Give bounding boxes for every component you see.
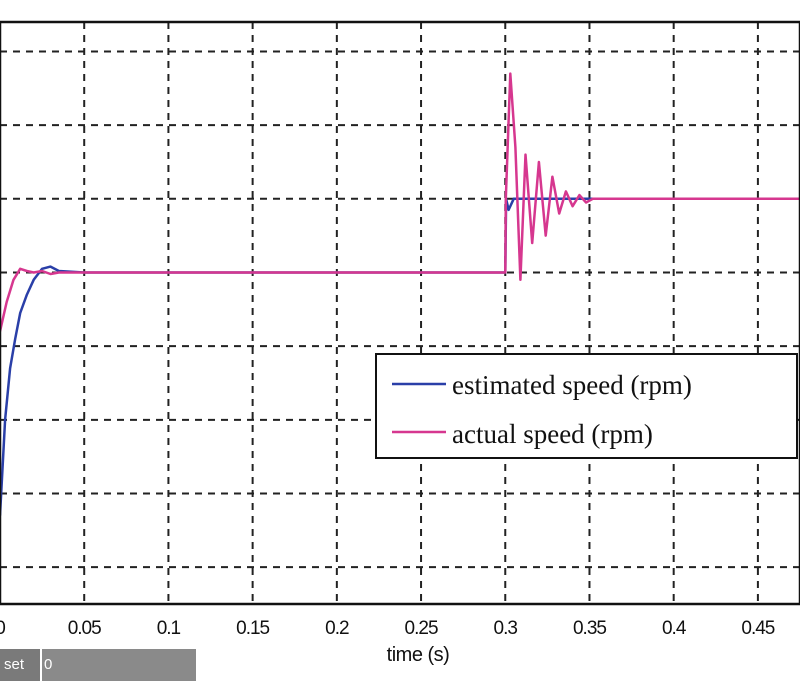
x-tick-label: 0.45 xyxy=(741,618,774,639)
grid xyxy=(0,22,800,604)
x-tick-label: 0.2 xyxy=(325,618,349,639)
x-tick-label: 0.25 xyxy=(405,618,438,639)
x-tick-label: 0.05 xyxy=(68,618,101,639)
x-tick-label: 0 xyxy=(0,618,5,639)
plot-frame xyxy=(0,20,800,606)
series-line-actual xyxy=(0,72,800,332)
legend-label-estimated: estimated speed (rpm) xyxy=(452,370,692,400)
x-tick-labels: 0 0.05 0.1 0.15 0.2 0.25 0.3 0.35 0.4 0.45 xyxy=(0,618,776,639)
status-label: set xyxy=(0,649,40,681)
x-tick-label: 0.3 xyxy=(494,618,518,639)
legend-label-actual: actual speed (rpm) xyxy=(452,419,653,449)
status-bar: set 0 xyxy=(0,649,196,681)
status-value-field[interactable]: 0 xyxy=(42,649,196,681)
x-axis-label: time (s) xyxy=(387,644,450,666)
x-tick-label: 0.35 xyxy=(573,618,606,639)
x-tick-label: 0.1 xyxy=(157,618,181,639)
series-group xyxy=(0,72,800,516)
x-tick-label: 0.15 xyxy=(236,618,269,639)
legend: estimated speed (rpm) actual speed (rpm) xyxy=(375,353,798,459)
x-tick-label: 0.4 xyxy=(662,618,687,639)
legend-box xyxy=(375,353,798,459)
